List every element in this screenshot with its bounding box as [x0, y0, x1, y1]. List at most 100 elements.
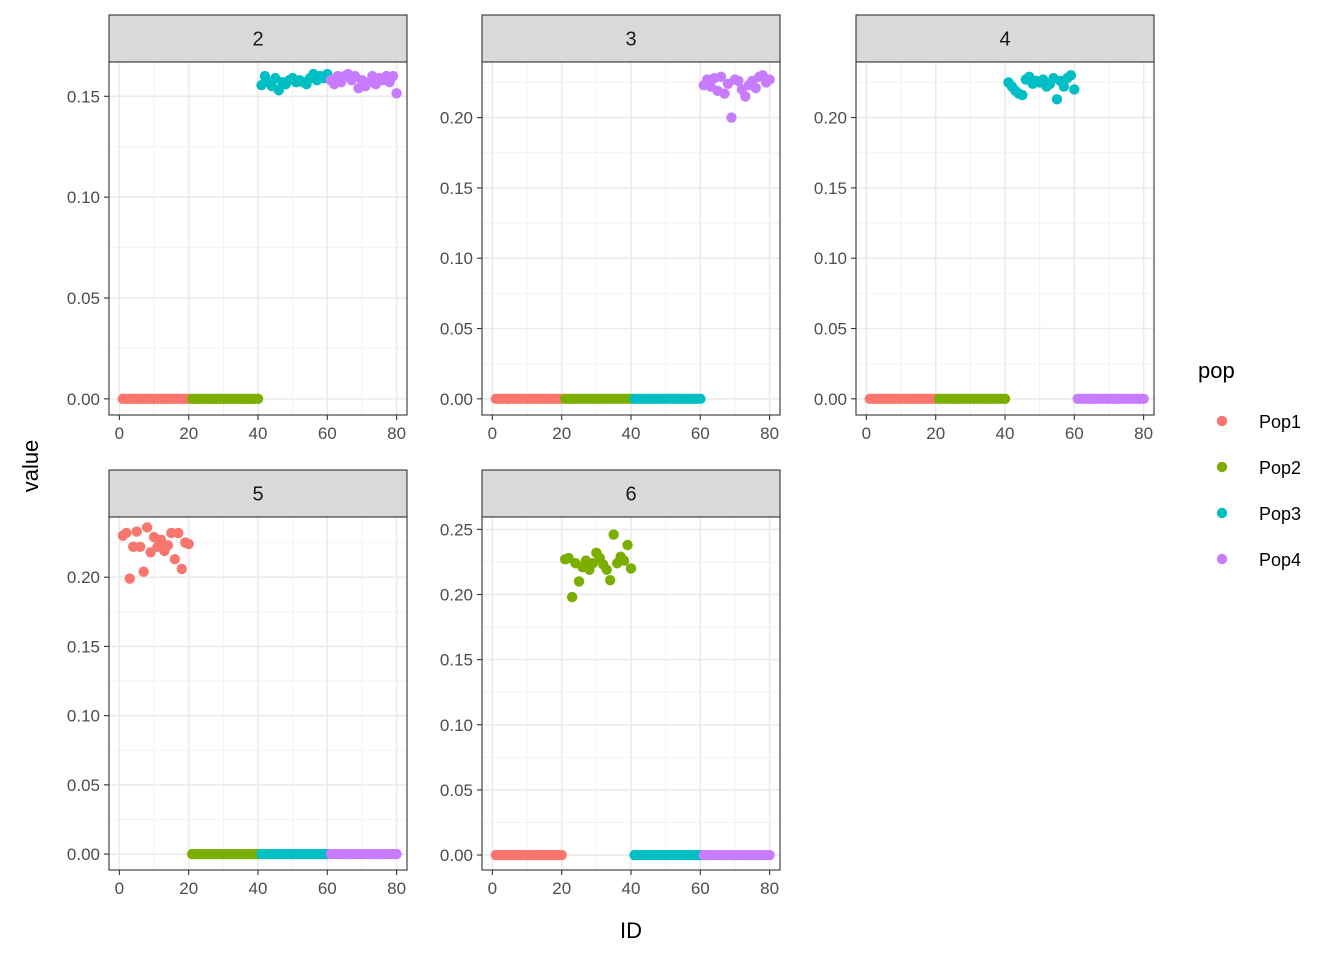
x-tick-label: 0: [488, 879, 497, 898]
facet-strip-label: 2: [252, 29, 263, 51]
y-tick-label: 0.15: [814, 179, 847, 198]
legend-entry-pop1: Pop1: [1216, 412, 1301, 432]
y-tick-label: 0.10: [814, 249, 847, 268]
data-point: [695, 393, 706, 405]
x-tick-label: 20: [179, 424, 198, 443]
facet-strip: [108, 14, 408, 63]
x-tick-label: 20: [552, 424, 571, 443]
y-tick-label: 0.05: [440, 781, 473, 800]
facet-panel-5: 5 0 20 40 60 80 0.00 0.05 0.10 0.15 0.20: [67, 469, 408, 898]
legend-label: Pop2: [1259, 458, 1301, 478]
data-point: [608, 529, 619, 540]
y-tick-label: 0.00: [67, 390, 100, 409]
legend-label: Pop3: [1259, 504, 1301, 524]
x-tick-label: 0: [115, 424, 124, 443]
x-tick-label: 0: [488, 424, 497, 443]
x-tick-label: 60: [1065, 424, 1084, 443]
facet-strip: [481, 469, 781, 518]
y-tick-label: 0.20: [440, 109, 473, 128]
legend-key: [1216, 461, 1228, 473]
legend-label: Pop1: [1259, 412, 1301, 432]
x-tick-label: 80: [387, 879, 406, 898]
legend-label: Pop4: [1259, 550, 1301, 570]
data-point: [391, 848, 402, 860]
legend-entry-pop3: Pop3: [1216, 504, 1301, 524]
legend-key: [1216, 553, 1228, 565]
data-point: [556, 849, 567, 861]
x-tick-label: 20: [926, 424, 945, 443]
data-point: [121, 527, 132, 539]
data-point: [169, 554, 181, 565]
facet-panel-4: 40 20 40 60 800.000.050.100.150.20: [814, 14, 1155, 443]
y-tick-label: 0.10: [67, 188, 100, 207]
y-tick-label: 0.10: [440, 249, 473, 268]
data-point: [1017, 89, 1028, 101]
y-tick-label: 0.00: [814, 390, 847, 409]
y-tick-label: 0.15: [440, 651, 473, 670]
x-tick-label: 20: [552, 879, 571, 898]
data-point: [176, 563, 187, 575]
data-point: [138, 566, 149, 577]
x-tick-label: 60: [318, 424, 337, 443]
data-point: [601, 564, 612, 575]
data-point: [750, 82, 761, 94]
x-tick-label: 80: [760, 879, 779, 898]
legend-entry-pop4: Pop4: [1216, 550, 1301, 570]
data-point: [999, 393, 1011, 405]
facet-panel-6: 60 20 40 60 800.000.050.100.150.200.25: [440, 469, 781, 898]
facet-strip: [108, 469, 408, 518]
y-tick-label: 0.05: [440, 320, 473, 339]
data-point: [131, 526, 142, 537]
data-point: [764, 74, 775, 85]
data-point: [740, 91, 751, 102]
data-point: [719, 88, 730, 99]
data-point: [566, 591, 578, 603]
facet-strip-label: 6: [625, 484, 636, 506]
data-point: [183, 538, 194, 550]
y-tick-label: 0.20: [440, 586, 473, 605]
data-point: [573, 576, 585, 587]
data-point: [134, 541, 146, 552]
legend-entry-pop2: Pop2: [1216, 458, 1301, 478]
legend-key: [1216, 507, 1228, 519]
y-tick-label: 0.05: [67, 289, 100, 308]
data-point: [173, 527, 184, 539]
data-point: [391, 88, 402, 99]
x-tick-label: 80: [760, 424, 779, 443]
y-tick-label: 0.20: [67, 568, 100, 587]
y-tick-label: 0.25: [440, 520, 473, 539]
y-tick-label: 0.00: [440, 846, 473, 865]
x-tick-label: 40: [622, 879, 641, 898]
data-point: [622, 539, 633, 551]
x-tick-label: 80: [1134, 424, 1153, 443]
legend-key: [1216, 415, 1228, 427]
x-tick-label: 40: [249, 424, 268, 443]
x-tick-label: 60: [318, 879, 337, 898]
x-tick-label: 20: [179, 879, 198, 898]
data-point: [1138, 393, 1149, 405]
y-tick-label: 0.05: [814, 320, 847, 339]
data-point: [764, 849, 775, 861]
data-point: [1069, 84, 1080, 95]
facet-strip: [481, 14, 781, 63]
x-tick-label: 60: [691, 879, 710, 898]
data-point: [1065, 70, 1077, 81]
y-tick-label: 0.10: [67, 707, 100, 726]
y-tick-label: 0.00: [67, 845, 100, 864]
y-axis-title: value: [18, 440, 43, 493]
legend: pop Pop1 Pop2 Pop3 Pop4: [1198, 358, 1301, 570]
data-point: [1058, 81, 1070, 92]
data-point: [715, 71, 727, 82]
y-tick-label: 0.20: [814, 109, 847, 128]
data-point: [618, 555, 630, 566]
facet-strip-label: 5: [252, 484, 263, 506]
x-tick-label: 40: [996, 424, 1015, 443]
data-point: [252, 393, 264, 405]
x-tick-label: 40: [622, 424, 641, 443]
data-point: [145, 547, 156, 558]
facet-panel-2: 20 20 40 60 800.000.050.100.15: [67, 14, 408, 443]
data-point: [124, 573, 135, 584]
data-point: [141, 522, 153, 533]
